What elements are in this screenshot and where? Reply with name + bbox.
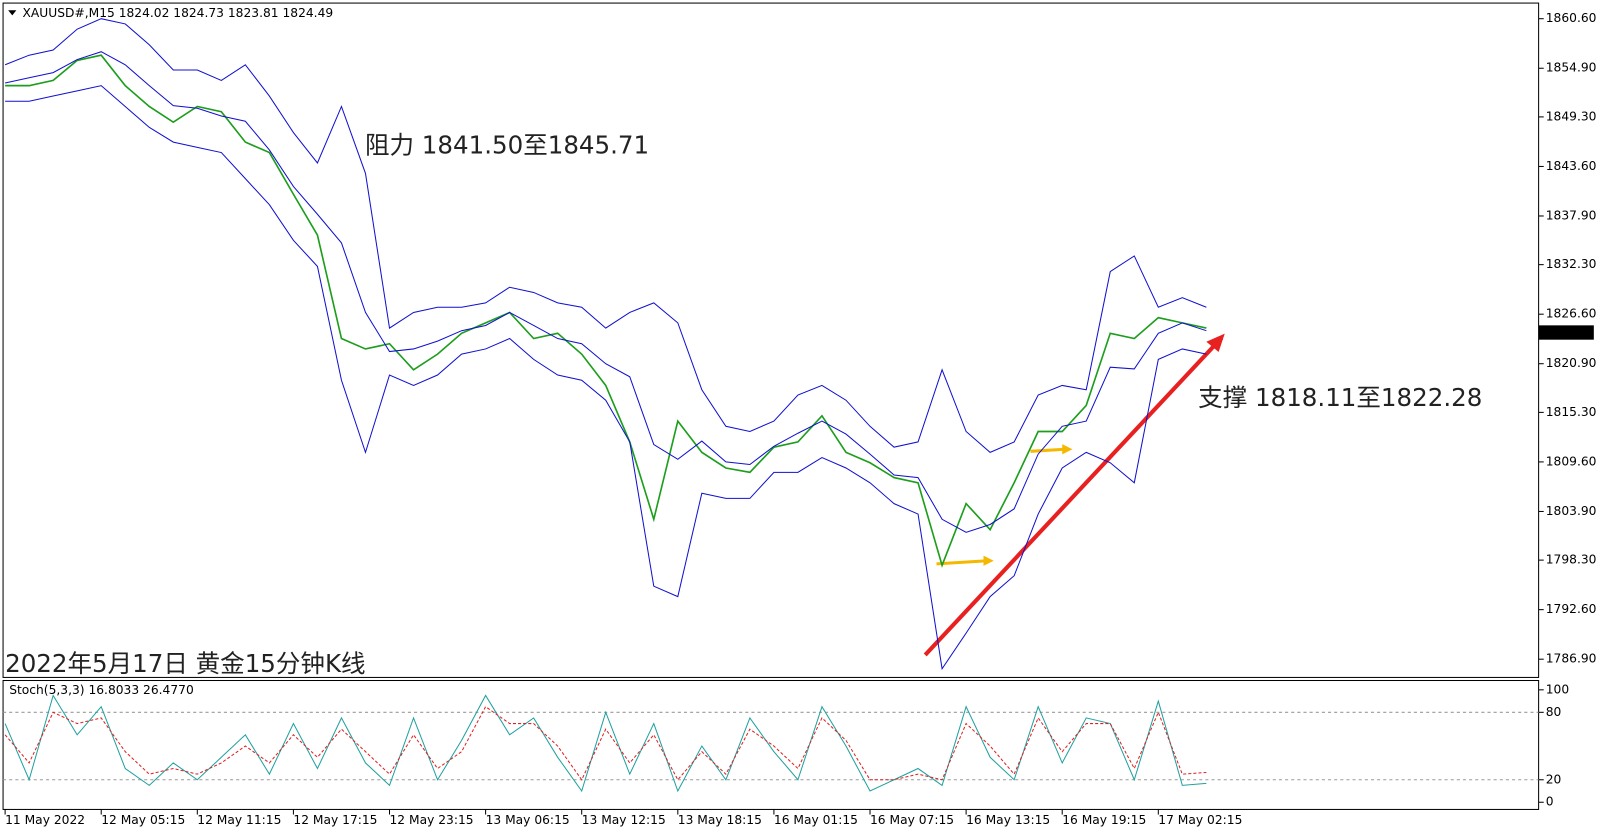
menu-triangle[interactable] [8, 10, 17, 16]
y-tick-label: 1843.60 [1546, 159, 1597, 173]
y-tick-label: 1798.30 [1546, 553, 1597, 567]
series-line [4, 694, 1207, 793]
x-tick-label: 16 May 19:15 [1062, 813, 1146, 827]
annotation: 2022年5月17日 黄金15分钟K线 [5, 649, 365, 678]
y-tick-label: 1815.30 [1546, 405, 1597, 419]
x-tick-label: 13 May 12:15 [582, 813, 666, 827]
y-tick-label: 100 [1546, 682, 1569, 696]
y-tick-label: 1854.90 [1546, 61, 1597, 75]
series-line [5, 85, 1207, 671]
x-tick-label: 16 May 07:15 [870, 813, 954, 827]
symbol-header: XAUUSD#,M15 1824.02 1824.73 1823.81 1824… [22, 6, 333, 20]
y-tick-label: 1820.90 [1546, 356, 1597, 370]
price-tag [1538, 325, 1594, 340]
y-tick-label: 1803.90 [1546, 504, 1597, 518]
x-tick-label: 12 May 11:15 [197, 813, 281, 827]
y-tick-label: 1792.60 [1546, 602, 1597, 616]
y-tick-label: 1786.90 [1546, 652, 1597, 666]
y-tick-label: 1809.60 [1546, 454, 1597, 468]
y-tick-label: 1849.30 [1546, 109, 1597, 123]
series-line [5, 51, 1207, 533]
x-tick-label: 12 May 23:15 [390, 813, 474, 827]
x-tick-label: 11 May 2022 [5, 813, 85, 827]
arrow-yellow [1030, 447, 1066, 453]
y-tick-label: 1837.90 [1546, 208, 1597, 222]
y-tick-label: 1832.30 [1546, 257, 1597, 271]
y-tick-label: 0 [1546, 795, 1554, 809]
stoch-panel [2, 679, 1540, 810]
arrow-head [1062, 444, 1073, 455]
arrow-yellow [936, 559, 988, 566]
price-panel [2, 2, 1540, 678]
x-tick-label: 16 May 01:15 [774, 813, 858, 827]
arrow-head [983, 555, 994, 566]
x-tick-label: 12 May 17:15 [293, 813, 377, 827]
stoch-header: Stoch(5,3,3) 16.8033 26.4770 [9, 683, 194, 697]
annotation: 阻力 1841.50至1845.71 [365, 130, 649, 159]
series-line [4, 705, 1207, 781]
arrows [923, 333, 1225, 657]
series-line [5, 54, 1207, 568]
x-tick-label: 13 May 06:15 [486, 813, 570, 827]
x-tick-label: 12 May 05:15 [101, 813, 185, 827]
y-tick-label: 80 [1546, 705, 1562, 719]
trend-arrow [923, 336, 1224, 657]
y-tick-label: 20 [1546, 772, 1562, 786]
price-tag-label: 1824.49 [1544, 325, 1595, 339]
x-tick-label: 16 May 13:15 [966, 813, 1050, 827]
y-tick-label: 1860.60 [1546, 11, 1597, 25]
y-tick-label: 1826.60 [1546, 307, 1597, 321]
series-line [4, 18, 1207, 453]
x-tick-label: 17 May 02:15 [1158, 813, 1242, 827]
annotation: 支撑 1818.11至1822.28 [1198, 383, 1482, 412]
x-tick-label: 13 May 18:15 [678, 813, 762, 827]
